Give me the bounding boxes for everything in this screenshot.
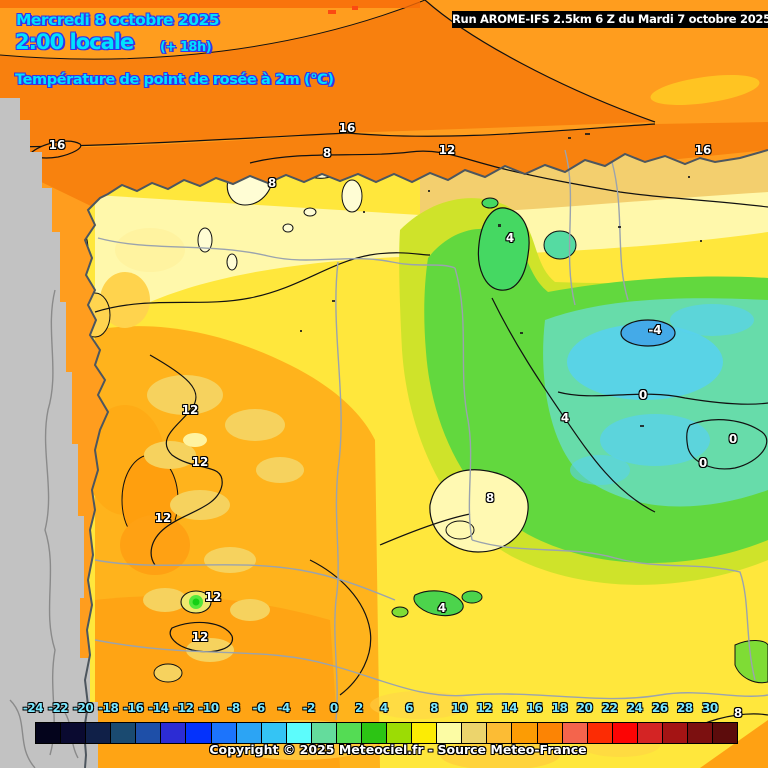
contour-label: 12 xyxy=(191,455,209,469)
scale-tick-label: -20 xyxy=(73,701,94,715)
contour-label: 12 xyxy=(191,630,209,644)
contour-label: 8 xyxy=(267,176,277,190)
scale-cell xyxy=(210,722,237,744)
scale-tick-label: -14 xyxy=(148,701,169,715)
scale-tick-label: -18 xyxy=(98,701,119,715)
scale-tick-label: 20 xyxy=(576,701,593,715)
scale-tick-label: 18 xyxy=(551,701,568,715)
scale-cell xyxy=(687,722,714,744)
scale-cell xyxy=(160,722,187,744)
color-scale-bar xyxy=(35,722,739,744)
contour-label: 16 xyxy=(694,143,712,157)
contour-label: 0 xyxy=(638,388,648,402)
scale-cell xyxy=(235,722,262,744)
scale-tick-label: 8 xyxy=(430,701,439,715)
contour-label: 16 xyxy=(338,121,356,135)
copyright-label: Copyright © 2025 Meteociel.fr - Source M… xyxy=(209,742,587,757)
scale-tick-label: 6 xyxy=(405,701,413,715)
contour-label: 0 xyxy=(698,456,708,470)
scale-cell xyxy=(436,722,463,744)
contour-label: 12 xyxy=(154,511,172,525)
scale-tick-label: -2 xyxy=(302,701,316,715)
contour-label: 8 xyxy=(322,146,332,160)
model-run-info: Run AROME-IFS 2.5km 6 Z du Mardi 7 octob… xyxy=(452,11,768,28)
scale-cell xyxy=(335,722,363,744)
contour-label: 0 xyxy=(728,432,738,446)
scale-cell xyxy=(712,722,739,744)
contour-label: -4 xyxy=(648,323,662,337)
scale-cell xyxy=(586,722,613,744)
scale-cell xyxy=(386,722,413,744)
scale-cell xyxy=(661,722,689,744)
scale-cell xyxy=(361,722,388,744)
local-time-label: 2:00 locale xyxy=(15,30,134,54)
contour-label: 4 xyxy=(505,231,515,245)
scale-tick-label: 28 xyxy=(676,701,693,715)
contour-label: 12 xyxy=(181,403,199,417)
scale-cell xyxy=(60,722,87,744)
contour-label: 12 xyxy=(438,143,456,157)
scale-cell xyxy=(486,722,513,744)
scale-cell xyxy=(561,722,588,744)
scale-cell xyxy=(285,722,312,744)
date-label: Mercredi 8 octobre 2025 xyxy=(16,11,220,29)
scale-tick-label: -10 xyxy=(198,701,219,715)
scale-tick-label: 10 xyxy=(451,701,468,715)
scale-tick-label: 0 xyxy=(329,701,338,715)
forecast-offset-label: (+ 18h) xyxy=(160,40,212,55)
scale-tick-label: 16 xyxy=(526,701,543,715)
scale-cell xyxy=(536,722,563,744)
scale-tick-label: 14 xyxy=(501,701,518,715)
scale-cell xyxy=(611,722,638,744)
scale-cell xyxy=(85,722,112,744)
scale-tick-label: -16 xyxy=(123,701,144,715)
scale-tick-label: 24 xyxy=(626,701,643,715)
contour-label: 8 xyxy=(485,491,495,505)
contour-label: 12 xyxy=(204,590,222,604)
scale-tick-label: -4 xyxy=(277,701,291,715)
scale-cell xyxy=(135,722,162,744)
contour-label: 16 xyxy=(48,138,66,152)
scale-tick-label: 22 xyxy=(601,701,618,715)
scale-cell xyxy=(461,722,488,744)
scale-cell xyxy=(310,722,337,744)
scale-tick-label: -8 xyxy=(227,701,240,715)
scale-tick-label: 2 xyxy=(354,701,363,715)
scale-cell xyxy=(185,722,212,744)
scale-cell xyxy=(411,722,438,744)
scale-cell xyxy=(636,722,663,744)
scale-tick-label: 26 xyxy=(651,701,668,715)
parameter-title: Température de point de rosée à 2m (°C) xyxy=(15,72,334,88)
scale-tick-label: -22 xyxy=(47,701,69,715)
scale-cell xyxy=(110,722,137,744)
contour-label: 8 xyxy=(733,706,743,720)
contour-label: 4 xyxy=(437,601,447,615)
scale-cell xyxy=(35,722,62,744)
scale-tick-label: -24 xyxy=(22,701,44,715)
scale-tick-label: 12 xyxy=(476,701,493,715)
scale-cell xyxy=(260,722,287,744)
scale-tick-label: 4 xyxy=(380,701,388,715)
scale-cell xyxy=(511,722,538,744)
scale-tick-label: -6 xyxy=(252,701,265,715)
contour-label: 4 xyxy=(560,411,570,425)
scale-tick-label: -12 xyxy=(173,701,194,715)
scale-tick-label: 30 xyxy=(702,701,718,715)
